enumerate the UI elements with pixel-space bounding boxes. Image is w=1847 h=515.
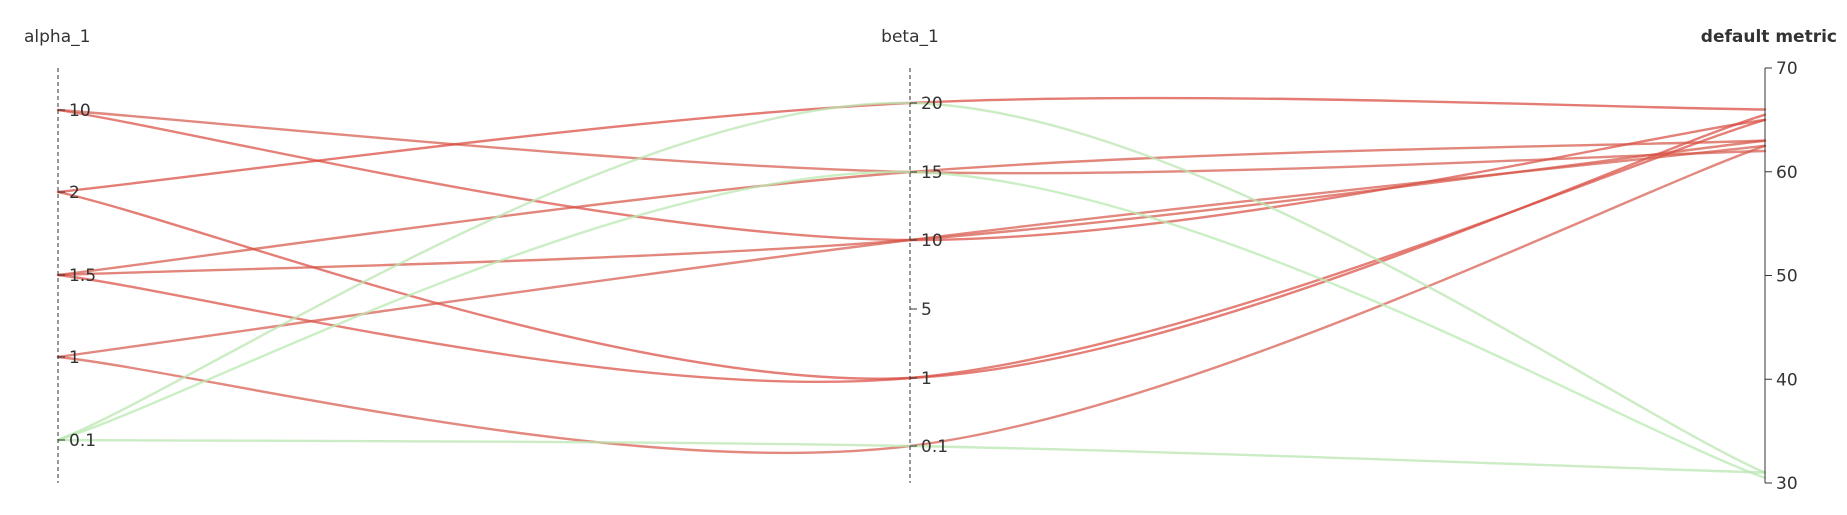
tick-label-0-3: 1 [69,348,80,368]
tick-label-2-1: 60 [1776,163,1798,183]
tick-label-0-4: 0.1 [69,431,96,451]
series-line-1 [56,108,1767,242]
tick-label-0-2: 1.5 [69,266,96,286]
series-line-9 [56,144,1767,455]
axis-2: default metric 70 60 50 40 30 [1701,27,1837,494]
tick-label-2-0: 70 [1776,59,1798,79]
axes: alpha_1 10 2 1.5 1 0.1 beta_1 20 15 10 5 1 0.1 defaul… [24,27,1837,494]
series-line-2 [56,108,1767,175]
axis-title-0: alpha_1 [24,27,90,47]
tick-label-0-0: 10 [69,101,91,121]
axis-0: alpha_1 10 2 1.5 1 0.1 [24,27,96,483]
tick-label-2-4: 30 [1776,474,1798,494]
tick-label-1-5: 0.1 [921,437,948,457]
axis-1: beta_1 20 15 10 5 1 0.1 [881,27,948,483]
series-line-3 [56,96,1767,194]
series-line-12 [56,438,1767,474]
tick-label-2-3: 40 [1776,370,1798,390]
tick-label-1-0: 20 [921,94,943,114]
tick-label-1-2: 10 [921,231,943,251]
series-line-11 [56,170,1767,480]
tick-label-1-3: 5 [921,300,932,320]
axis-title-1: beta_1 [881,27,939,47]
series-line-4 [56,113,1767,380]
axis-title-2: default metric [1701,27,1837,47]
tick-label-1-1: 15 [921,163,943,183]
tick-label-2-2: 50 [1776,267,1798,287]
series-lines [56,96,1767,480]
tick-label-0-1: 2 [69,183,80,203]
series-line-10 [56,101,1767,474]
tick-label-1-4: 1 [921,369,932,389]
